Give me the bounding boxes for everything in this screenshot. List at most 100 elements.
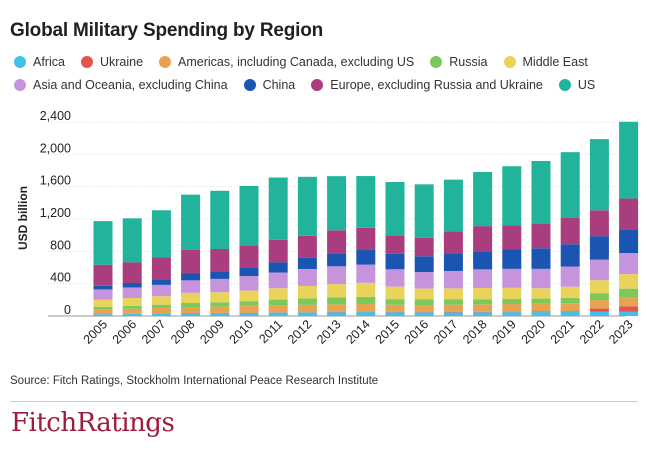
legend-label-americas: Americas, including Canada, excluding US	[178, 54, 415, 69]
bar-segment	[443, 304, 463, 312]
bar-segment	[122, 283, 142, 288]
bar-segment	[531, 160, 551, 225]
bar-segment	[414, 237, 434, 257]
bar-segment	[443, 179, 463, 232]
bar-segment	[297, 285, 317, 299]
bar-segment	[619, 288, 639, 298]
bar-segment	[414, 184, 434, 238]
y-tick-label: 1,200	[40, 206, 71, 220]
chart-title: Global Military Spending by Region	[10, 20, 324, 41]
x-tick-labels: 2005 2006 2007 2008 2009 2010 2011 2012 2013 2014…	[81, 317, 636, 347]
bar-segment	[210, 190, 230, 249]
legend-label-us: US	[577, 77, 596, 92]
bar-segment	[385, 253, 405, 270]
bar-segment	[181, 280, 201, 293]
bar-segment	[122, 314, 142, 316]
bar-segment	[297, 298, 317, 305]
bar-segment	[239, 312, 259, 316]
legend-swatch-africa	[14, 55, 26, 68]
bar-segment	[93, 314, 113, 316]
bar-segment	[151, 279, 171, 285]
x-tick-label: 2009	[197, 317, 227, 347]
bar-segment	[560, 217, 580, 245]
bar-segment	[268, 288, 288, 300]
bar-segment	[589, 311, 609, 316]
x-tick-label: 2007	[139, 317, 169, 347]
bar-segment	[385, 312, 405, 316]
bar-segment	[239, 267, 259, 277]
bar-segment	[443, 231, 463, 255]
y-tick-label: 2,000	[40, 141, 71, 155]
y-tick-label: 1,600	[40, 174, 71, 188]
x-tick-label: 2012	[285, 317, 315, 347]
bar-segment	[414, 288, 434, 300]
bar-segment	[239, 185, 259, 246]
bar-segment	[93, 289, 113, 300]
x-tick-label: 2016	[402, 317, 432, 347]
bar-segment	[151, 210, 171, 258]
bar-segment	[443, 270, 463, 289]
bar-segment	[473, 304, 493, 312]
bar-segment	[473, 269, 493, 288]
legend-item-ukraine: Ukraine	[80, 54, 143, 69]
bar-segment	[356, 304, 376, 312]
bar-segment	[181, 307, 201, 314]
bar-segment	[297, 312, 317, 316]
bar-segment	[268, 262, 288, 273]
legend-label-middle-east: Middle East	[522, 54, 588, 69]
legend-item-us: US	[558, 77, 596, 92]
bar-segment	[327, 297, 347, 305]
bar-segment	[560, 311, 580, 316]
bar-segment	[297, 235, 317, 258]
bar-segment	[589, 139, 609, 211]
legend-swatch-china	[243, 78, 256, 91]
bar-segment	[239, 245, 259, 268]
bar-segment	[589, 210, 609, 237]
bar-segment	[210, 292, 230, 303]
bar-segment	[268, 177, 288, 240]
bar-segment	[151, 313, 171, 316]
bar-segment	[560, 286, 580, 298]
bar-segment	[385, 286, 405, 300]
bar-segment	[619, 121, 639, 199]
bar-segment	[297, 268, 317, 286]
bar-segment	[560, 244, 580, 267]
bar-segment	[181, 302, 201, 308]
legend-item-asia-oceania: Asia and Oceania, excluding China	[14, 77, 228, 92]
bar-segment	[122, 262, 142, 284]
bar-segment	[589, 293, 609, 301]
bar-segment	[589, 280, 609, 294]
bar-segment	[619, 274, 639, 289]
bar-segment	[297, 304, 317, 313]
legend-item-china: China	[243, 77, 295, 92]
bar-segment	[385, 235, 405, 254]
bar-segment	[268, 272, 288, 289]
bar-segment	[181, 249, 201, 274]
bar-segment	[268, 239, 288, 263]
bar-segment	[151, 307, 171, 314]
bar-segment	[210, 248, 230, 272]
bar-segment	[589, 259, 609, 281]
bar-segment	[502, 287, 522, 300]
bar-segment	[93, 309, 113, 315]
x-tick-label: 2011	[256, 317, 285, 346]
x-tick-label: 2008	[168, 317, 198, 347]
legend-label-africa: Africa	[33, 54, 65, 69]
bar-segment	[531, 224, 551, 249]
bar-segment	[414, 305, 434, 313]
x-tick-label: 2005	[81, 317, 111, 347]
bar-segment	[443, 288, 463, 300]
legend-swatch-americas	[159, 55, 172, 68]
bar-segment	[181, 313, 201, 316]
bar-segment	[151, 304, 171, 308]
bar-segment	[268, 305, 288, 313]
bar-segment	[502, 249, 522, 269]
legend-item-middle-east: Middle East	[503, 54, 588, 69]
bar-segment	[385, 299, 405, 305]
x-tick-label: 2013	[314, 317, 344, 347]
x-tick-label: 2017	[431, 317, 461, 347]
bar-segment	[356, 176, 376, 228]
bar-segment	[619, 297, 639, 307]
bar-segment	[502, 304, 522, 312]
legend: Africa Ukraine Americas, including Canad…	[14, 54, 639, 92]
